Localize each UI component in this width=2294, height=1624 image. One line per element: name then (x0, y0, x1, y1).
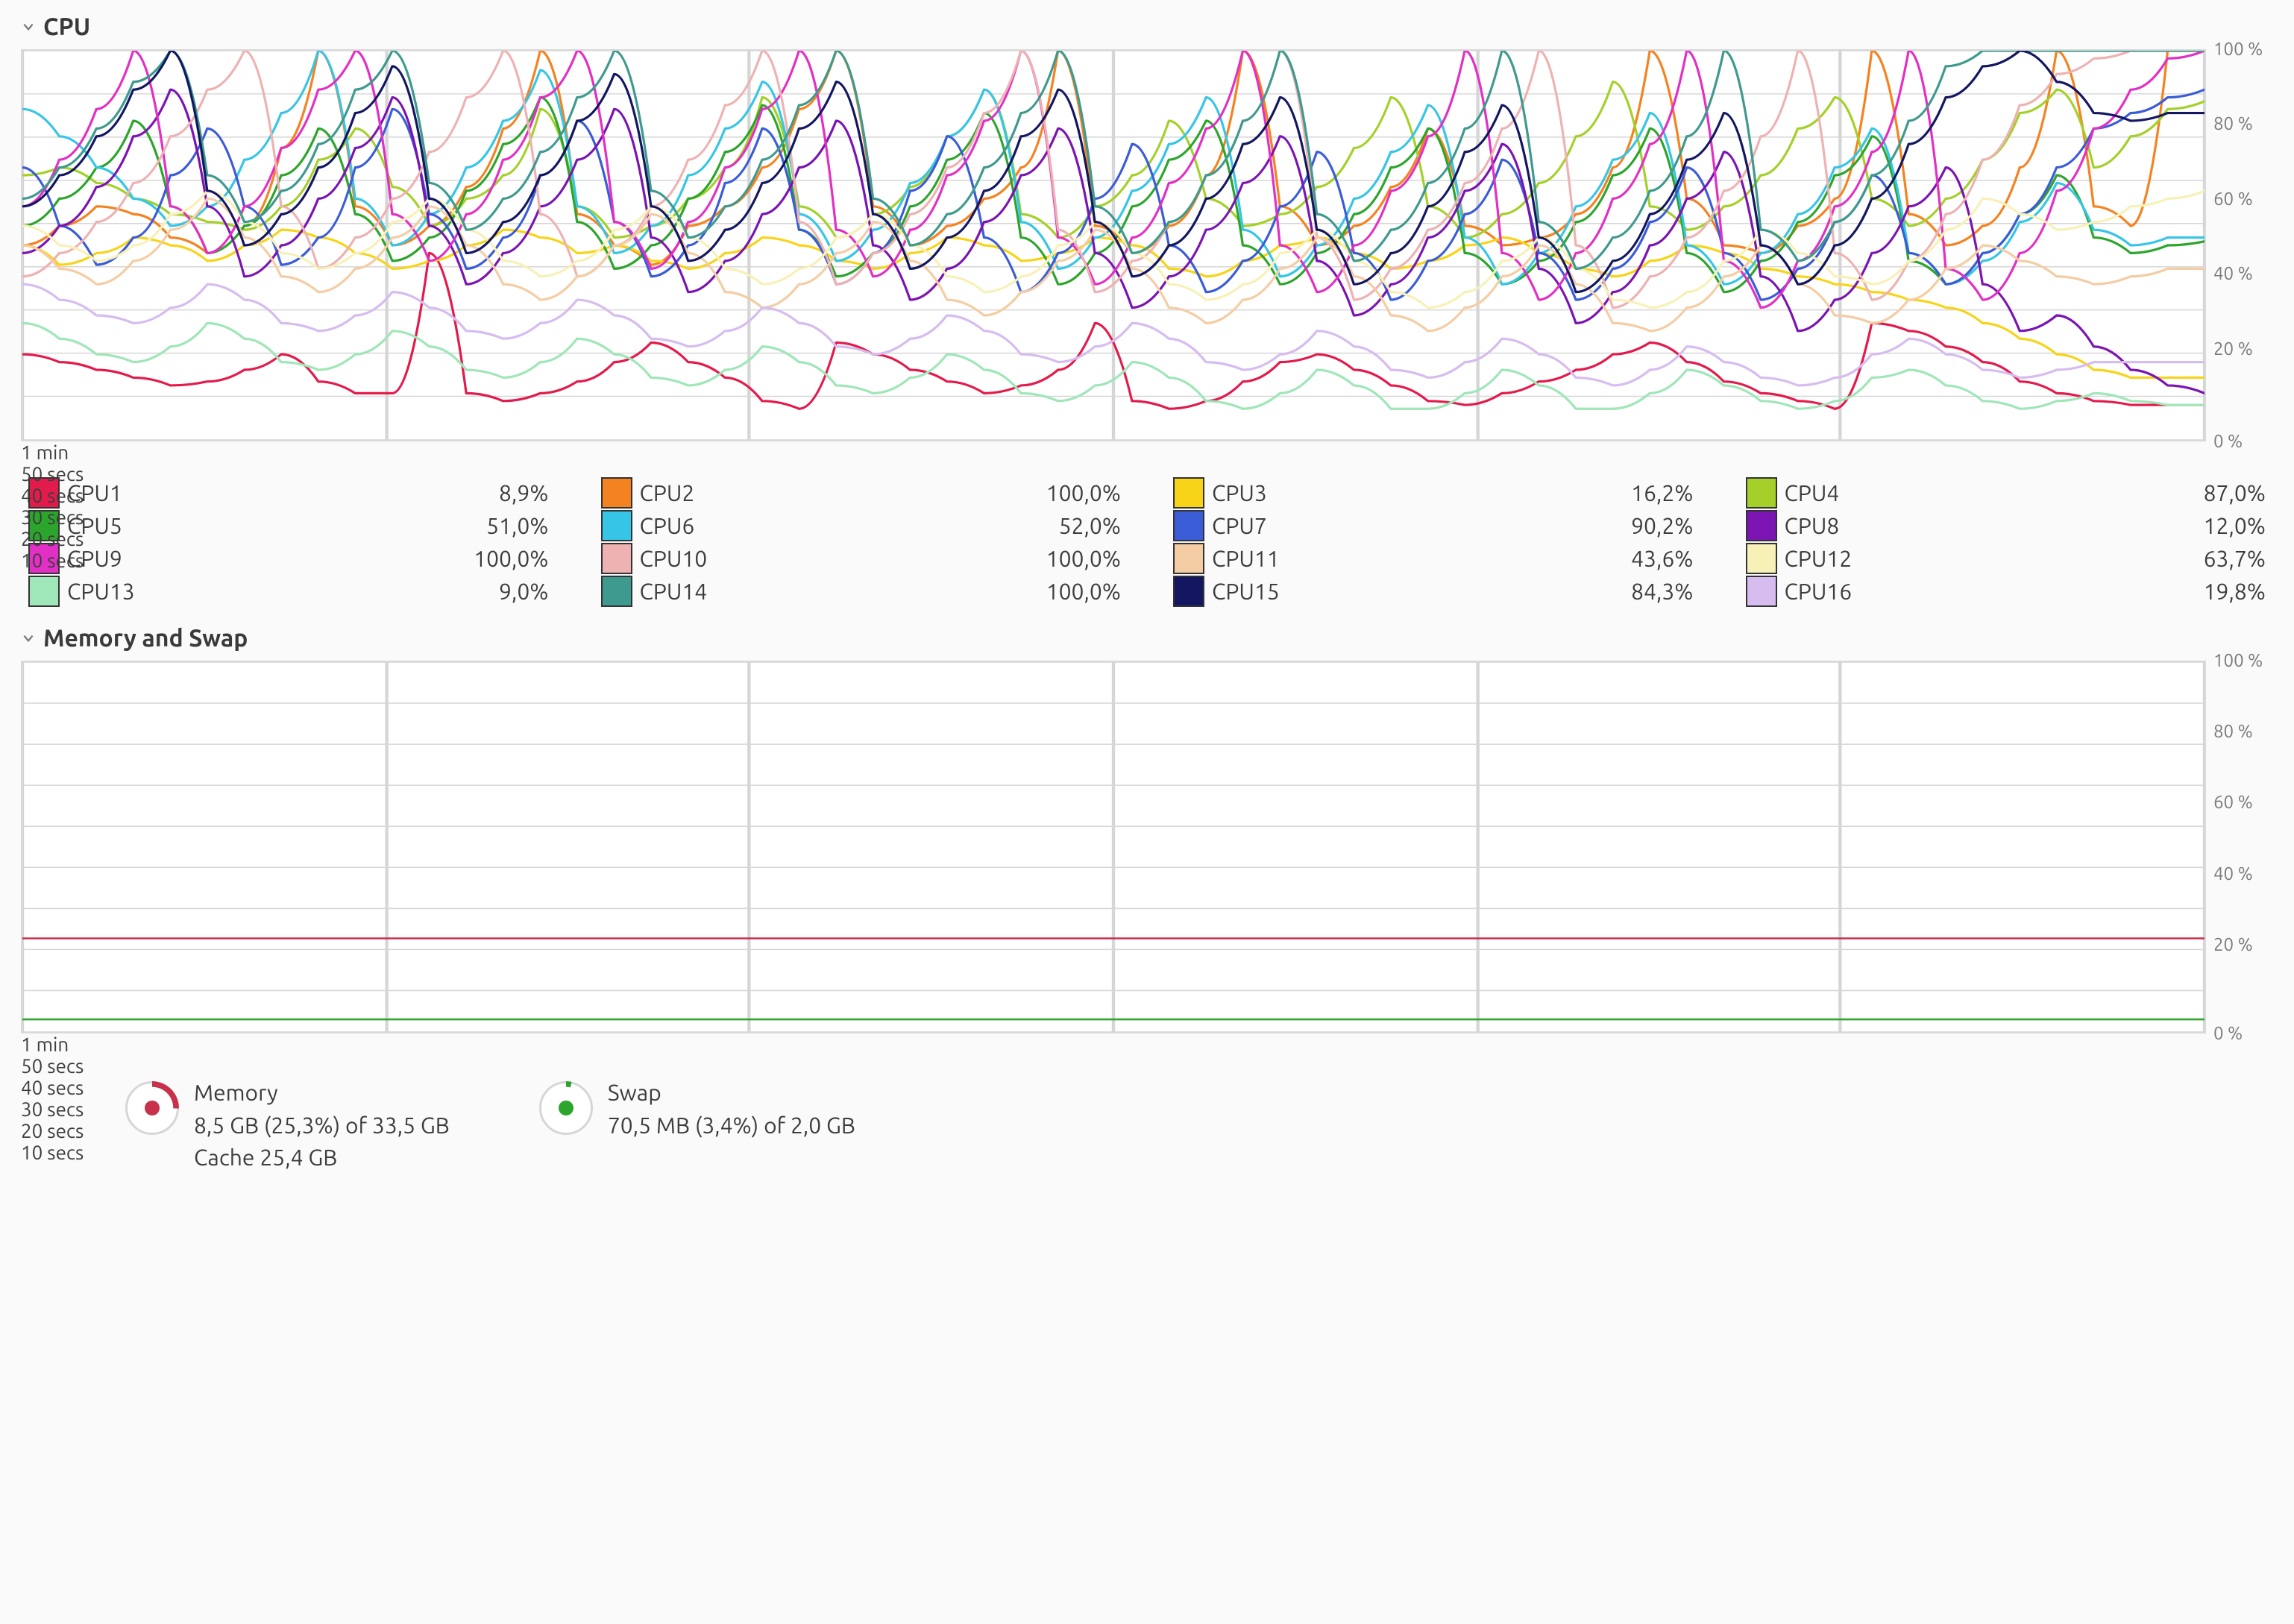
swap-pie-icon (539, 1081, 593, 1135)
y-tick-label: 20 % (2213, 340, 2273, 358)
x-tick-label: 30 secs (21, 506, 2206, 528)
cpu-section-header[interactable]: CPU (21, 13, 2273, 40)
y-tick-label: 0 % (2213, 432, 2273, 450)
y-tick-label: 100 % (2213, 40, 2273, 58)
y-tick-label: 40 % (2213, 265, 2273, 283)
cpu-legend-label: CPU14 (640, 579, 714, 604)
y-tick-label: 60 % (2213, 793, 2273, 811)
cpu-legend-item[interactable]: CPU14 100,0% (601, 576, 1122, 607)
color-swatch (1746, 576, 1777, 607)
memory-y-axis: 100 %80 %60 %40 %20 %0 % (2206, 661, 2273, 1033)
y-tick-label: 40 % (2213, 865, 2273, 883)
cpu-legend-label: CPU16 (1785, 579, 1859, 604)
y-tick-label: 20 % (2213, 936, 2273, 954)
cpu-legend-item[interactable]: CPU13 9,0% (28, 576, 549, 607)
cpu-legend-label: CPU13 (67, 579, 142, 604)
color-swatch (601, 576, 632, 607)
x-tick-label: 1 min (21, 441, 2206, 463)
pie-center-dot (559, 1101, 574, 1115)
chevron-down-icon (21, 631, 36, 646)
memory-chart-wrap: 100 %80 %60 %40 %20 %0 % (21, 661, 2273, 1033)
y-tick-label: 60 % (2213, 190, 2273, 208)
cpu-y-axis: 100 %80 %60 %40 %20 %0 % (2206, 49, 2273, 441)
y-tick-label: 80 % (2213, 115, 2273, 133)
x-tick-label: 20 secs (21, 528, 2206, 550)
x-tick-label: 20 secs (21, 1120, 2206, 1142)
memory-pie-icon (125, 1081, 179, 1135)
cpu-legend-value: 84,3% (1604, 579, 1694, 604)
chevron-down-icon (21, 19, 36, 34)
cpu-legend-item[interactable]: CPU15 84,3% (1173, 576, 1694, 607)
pie-center-dot (145, 1101, 160, 1115)
memory-section-title: Memory and Swap (43, 625, 248, 652)
x-tick-label: 50 secs (21, 1055, 2206, 1077)
memory-chart (21, 661, 2206, 1033)
cpu-legend-item[interactable]: CPU16 19,8% (1746, 576, 2266, 607)
color-swatch (28, 576, 60, 607)
x-tick-label: 10 secs (21, 1142, 2206, 1163)
y-tick-label: 100 % (2213, 652, 2273, 670)
cpu-section-title: CPU (43, 13, 90, 40)
memory-section: Memory and Swap 100 % 80 % 60 % 40 % 20 % 0 %… (21, 625, 2273, 1174)
cpu-legend-label: CPU15 (1212, 579, 1286, 604)
y-tick-label: 0 % (2213, 1025, 2273, 1042)
x-tick-label: 50 secs (21, 463, 2206, 485)
color-swatch (1173, 576, 1204, 607)
cpu-legend-value: 100,0% (1031, 579, 1121, 604)
cpu-legend-value: 9,0% (459, 579, 549, 604)
memory-x-axis: 1 min50 secs40 secs30 secs20 secs10 secs (21, 1033, 2206, 1059)
cpu-chart-wrap: 100 %80 %60 %40 %20 %0 % (21, 49, 2273, 441)
cpu-chart (21, 49, 2206, 441)
x-tick-label: 40 secs (21, 1077, 2206, 1098)
x-tick-label: 10 secs (21, 550, 2206, 571)
x-tick-label: 40 secs (21, 485, 2206, 506)
memory-section-header[interactable]: Memory and Swap (21, 625, 2273, 652)
x-tick-label: 30 secs (21, 1098, 2206, 1120)
cpu-legend-value: 19,8% (2176, 579, 2266, 604)
x-tick-label: 1 min (21, 1033, 2206, 1055)
cpu-section: CPU 100 % 80 % 60 % 40 % 20 % 0 % 1 min50 sec… (21, 13, 2273, 607)
y-tick-label: 80 % (2213, 723, 2273, 740)
cpu-x-axis: 1 min50 secs40 secs30 secs20 secs10 secs (21, 441, 2206, 467)
